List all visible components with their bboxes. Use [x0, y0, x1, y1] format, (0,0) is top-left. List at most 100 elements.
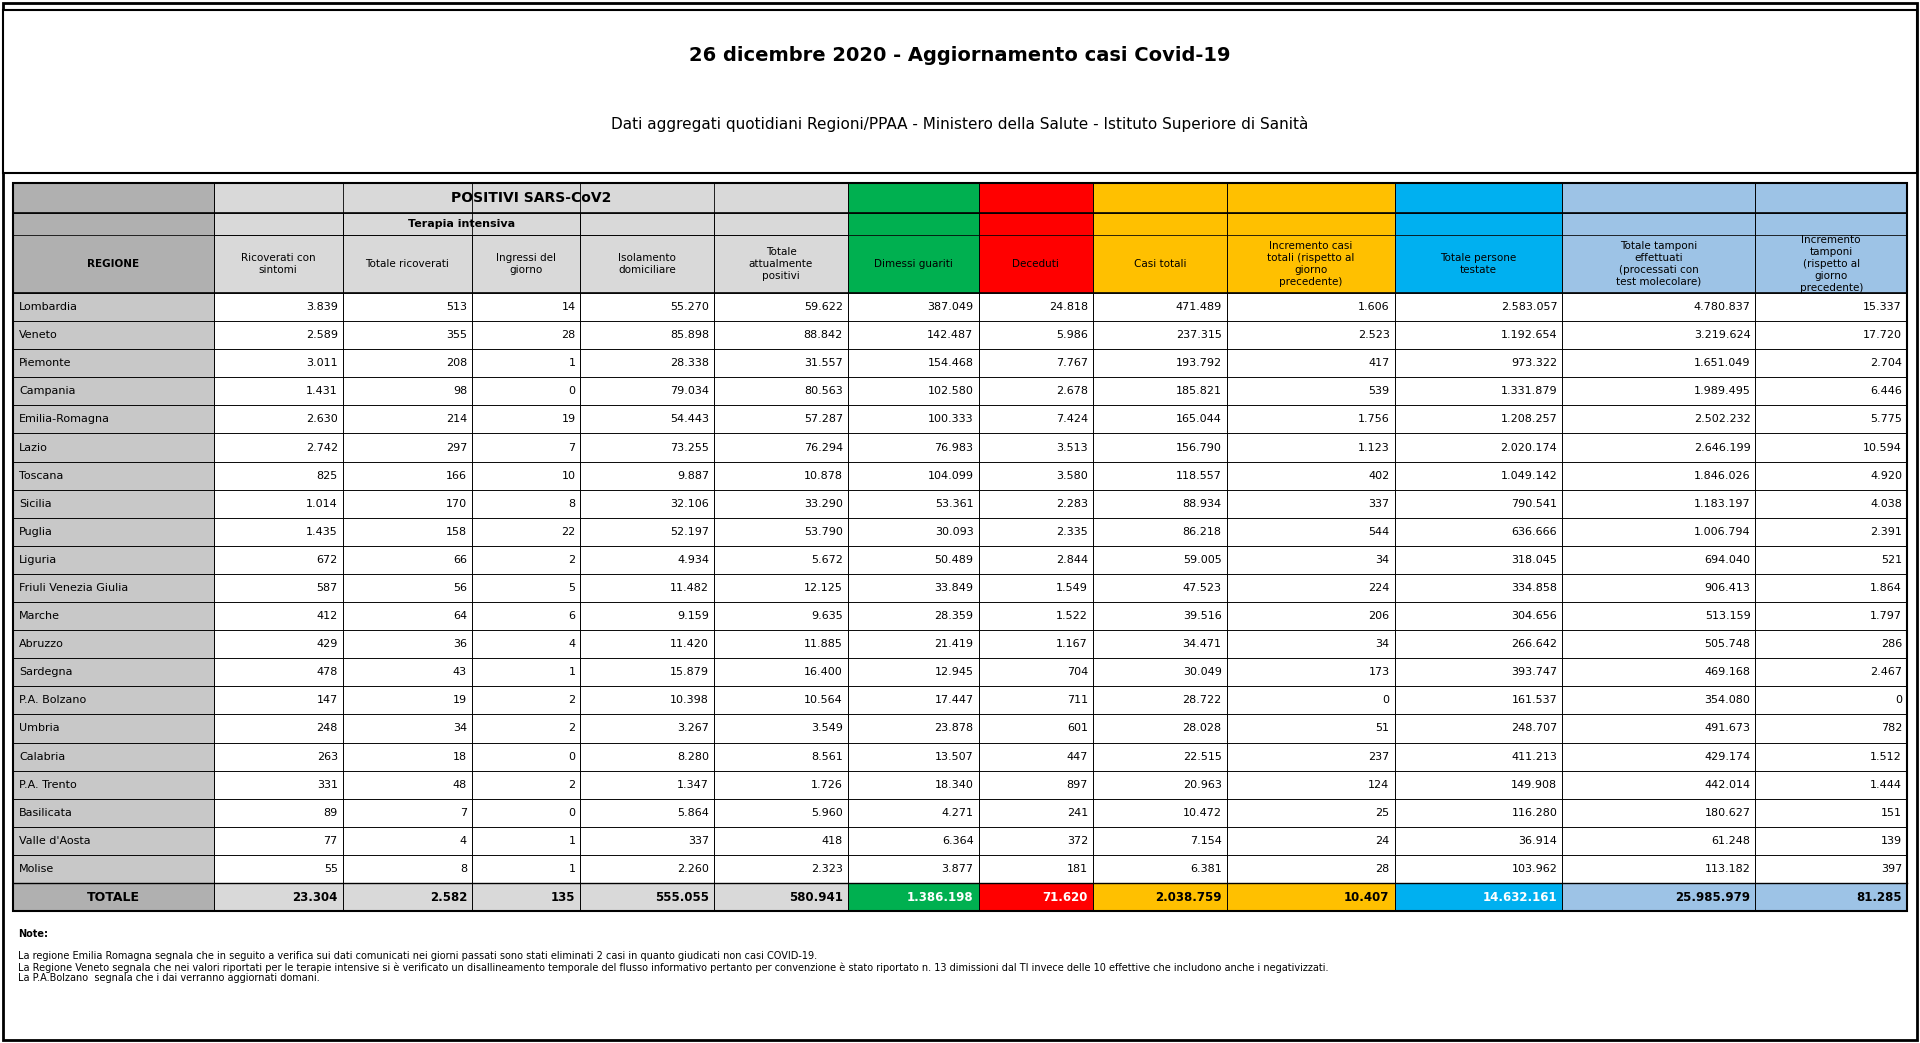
Bar	[979, 321, 1092, 349]
Text: La P.A.Bolzano  segnala che i dai verranno aggiornati domani.: La P.A.Bolzano segnala che i dai verrann…	[17, 973, 321, 984]
Bar	[849, 235, 979, 293]
Bar	[1092, 714, 1227, 743]
Bar	[849, 183, 979, 213]
Bar	[13, 630, 213, 658]
Text: 102.580: 102.580	[927, 386, 973, 396]
Text: 636.666: 636.666	[1511, 527, 1557, 537]
Bar	[472, 462, 580, 489]
Text: Basilicata: Basilicata	[19, 807, 73, 818]
Text: Emilia-Romagna: Emilia-Romagna	[19, 414, 109, 425]
Bar	[1755, 406, 1907, 434]
Text: 2.260: 2.260	[678, 864, 708, 874]
Text: 71.620: 71.620	[1043, 891, 1089, 903]
Text: 4: 4	[461, 835, 467, 846]
Bar	[1394, 293, 1563, 321]
Text: 8: 8	[568, 499, 576, 509]
Text: 158: 158	[445, 527, 467, 537]
Text: 491.673: 491.673	[1705, 724, 1751, 733]
Text: 30.093: 30.093	[935, 527, 973, 537]
Bar	[580, 378, 714, 406]
Text: 7: 7	[461, 807, 467, 818]
Text: 15.337: 15.337	[1862, 302, 1903, 312]
Bar	[1227, 349, 1394, 378]
Text: 161.537: 161.537	[1511, 696, 1557, 705]
Text: 3.877: 3.877	[941, 864, 973, 874]
Bar	[580, 771, 714, 799]
Text: 10.398: 10.398	[670, 696, 708, 705]
Bar	[344, 293, 472, 321]
Bar	[849, 517, 979, 545]
Text: 9.159: 9.159	[678, 611, 708, 621]
Text: 3.580: 3.580	[1056, 470, 1089, 481]
Text: 2: 2	[568, 780, 576, 790]
Bar	[213, 213, 344, 235]
Text: 85.898: 85.898	[670, 331, 708, 340]
Bar	[580, 235, 714, 293]
Bar	[580, 489, 714, 517]
Text: 28.028: 28.028	[1183, 724, 1221, 733]
Text: 237: 237	[1369, 752, 1390, 761]
Text: 2.523: 2.523	[1357, 331, 1390, 340]
Text: 2.582: 2.582	[430, 891, 467, 903]
Bar	[714, 574, 849, 602]
Text: 66: 66	[453, 555, 467, 565]
Text: 0: 0	[568, 386, 576, 396]
Bar	[472, 517, 580, 545]
Bar	[1227, 321, 1394, 349]
Text: 5.775: 5.775	[1870, 414, 1903, 425]
Text: 266.642: 266.642	[1511, 639, 1557, 649]
Bar	[1394, 183, 1563, 213]
Text: 3.549: 3.549	[810, 724, 843, 733]
Text: Ingressi del
giorno: Ingressi del giorno	[495, 253, 557, 275]
Bar	[849, 743, 979, 771]
Bar	[344, 545, 472, 574]
Text: 513.159: 513.159	[1705, 611, 1751, 621]
Text: 147: 147	[317, 696, 338, 705]
Bar	[1755, 183, 1907, 213]
Bar	[213, 602, 344, 630]
Text: 19: 19	[561, 414, 576, 425]
Bar	[13, 213, 213, 235]
Text: 782: 782	[1880, 724, 1903, 733]
Text: 149.908: 149.908	[1511, 780, 1557, 790]
Text: 81.285: 81.285	[1857, 891, 1903, 903]
Bar	[1563, 574, 1755, 602]
Text: 80.563: 80.563	[804, 386, 843, 396]
Text: Incremento
tamponi
(rispetto al
giorno
precedente): Incremento tamponi (rispetto al giorno p…	[1799, 235, 1862, 293]
Bar	[979, 827, 1092, 855]
Bar	[1394, 743, 1563, 771]
Bar	[1755, 434, 1907, 462]
Text: 1.208.257: 1.208.257	[1501, 414, 1557, 425]
Bar	[714, 321, 849, 349]
Text: 1: 1	[568, 668, 576, 677]
Bar	[344, 658, 472, 686]
Text: 237.315: 237.315	[1175, 331, 1221, 340]
Bar	[849, 406, 979, 434]
Bar	[13, 799, 213, 827]
Bar	[344, 235, 472, 293]
Text: 59.622: 59.622	[804, 302, 843, 312]
Text: 4.934: 4.934	[678, 555, 708, 565]
Bar	[714, 743, 849, 771]
Text: 170: 170	[445, 499, 467, 509]
Bar	[849, 771, 979, 799]
Bar	[1755, 658, 1907, 686]
Text: 248.707: 248.707	[1511, 724, 1557, 733]
Text: 180.627: 180.627	[1705, 807, 1751, 818]
Text: Molise: Molise	[19, 864, 54, 874]
Text: 10.878: 10.878	[804, 470, 843, 481]
Text: P.A. Trento: P.A. Trento	[19, 780, 77, 790]
Text: 7.767: 7.767	[1056, 358, 1089, 368]
Bar	[1563, 213, 1755, 235]
Bar	[344, 462, 472, 489]
Bar	[1394, 658, 1563, 686]
Bar	[979, 855, 1092, 883]
Text: 10.594: 10.594	[1862, 442, 1903, 453]
Bar	[1227, 293, 1394, 321]
Text: 100.333: 100.333	[927, 414, 973, 425]
Text: 906.413: 906.413	[1705, 583, 1751, 593]
Bar	[472, 321, 580, 349]
Text: 208: 208	[445, 358, 467, 368]
Text: 33.849: 33.849	[935, 583, 973, 593]
Text: 28.722: 28.722	[1183, 696, 1221, 705]
